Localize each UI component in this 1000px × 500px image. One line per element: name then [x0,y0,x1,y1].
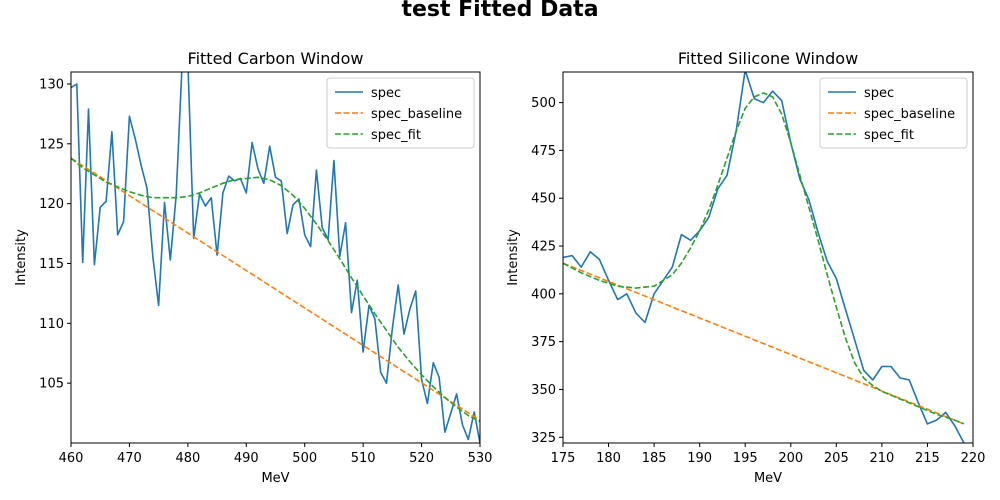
x-tick-label: 215 [915,451,940,466]
legend-box [819,77,968,149]
chart-title: Fitted Carbon Window [188,49,364,68]
series-line-spec_baseline [563,262,965,425]
chart-series-group [563,72,965,443]
chart-series-group [71,72,480,443]
legend-label: spec_baseline [371,107,462,122]
legend: spec spec_baseline spec_fit [819,77,968,149]
y-tick-label: 105 [39,377,64,392]
x-tick-label: 480 [175,451,200,466]
x-axis-label: MeV [754,471,782,486]
series-line-spec_fit [71,157,480,423]
y-tick-label: 120 [39,197,64,212]
y-tick-label: 115 [39,257,64,272]
x-tick-label: 500 [292,451,317,466]
x-tick-label: 530 [468,451,493,466]
legend-label: spec [864,86,894,101]
x-tick-label: 185 [642,451,667,466]
legend-box [326,77,475,149]
x-tick-label: 180 [596,451,621,466]
y-axis-label: Intensity [14,229,29,286]
chart-title: Fitted Silicone Window [678,49,858,68]
y-tick-label: 500 [531,96,556,111]
x-tick-label: 510 [351,451,376,466]
y-tick-label: 130 [39,77,64,92]
series-line-spec_baseline [71,157,480,421]
legend: spec spec_baseline spec_fit [326,77,475,149]
series-line-spec [71,72,480,443]
x-axis-label: MeV [261,471,289,486]
y-tick-label: 375 [531,335,556,350]
y-tick-label: 125 [39,137,64,152]
x-tick-label: 520 [409,451,434,466]
x-tick-label: 490 [234,451,259,466]
chart-2: Fitted Silicone Window 175 180 185 190 195 200… [506,49,985,486]
x-tick-label: 205 [824,451,849,466]
x-tick-label: 190 [687,451,712,466]
y-tick-label: 110 [39,317,64,332]
y-tick-label: 425 [531,240,556,255]
x-tick-label: 220 [961,451,986,466]
x-tick-label: 460 [59,451,84,466]
y-tick-label: 400 [531,287,556,302]
axes-frame [562,71,974,444]
x-tick-label: 200 [778,451,803,466]
legend-label: spec_fit [864,128,914,143]
x-tick-label: 210 [869,451,894,466]
axes-frame [70,71,481,444]
y-tick-label: 450 [531,192,556,207]
y-axis-label: Intensity [506,229,521,286]
legend-label: spec_fit [371,128,421,143]
figure-suptitle: test Fitted Data [401,0,599,22]
series-line-spec_fit [563,92,965,425]
y-tick-label: 475 [531,144,556,159]
x-tick-label: 470 [117,451,142,466]
y-tick-label: 350 [531,383,556,398]
chart-1: Fitted Carbon Window 460 470 480 490 500 510 52… [14,49,492,486]
x-tick-label: 175 [551,451,576,466]
y-tick-label: 325 [531,431,556,446]
series-line-spec [563,72,965,443]
legend-label: spec_baseline [864,107,955,122]
x-tick-label: 195 [733,451,758,466]
legend-label: spec [371,86,401,101]
